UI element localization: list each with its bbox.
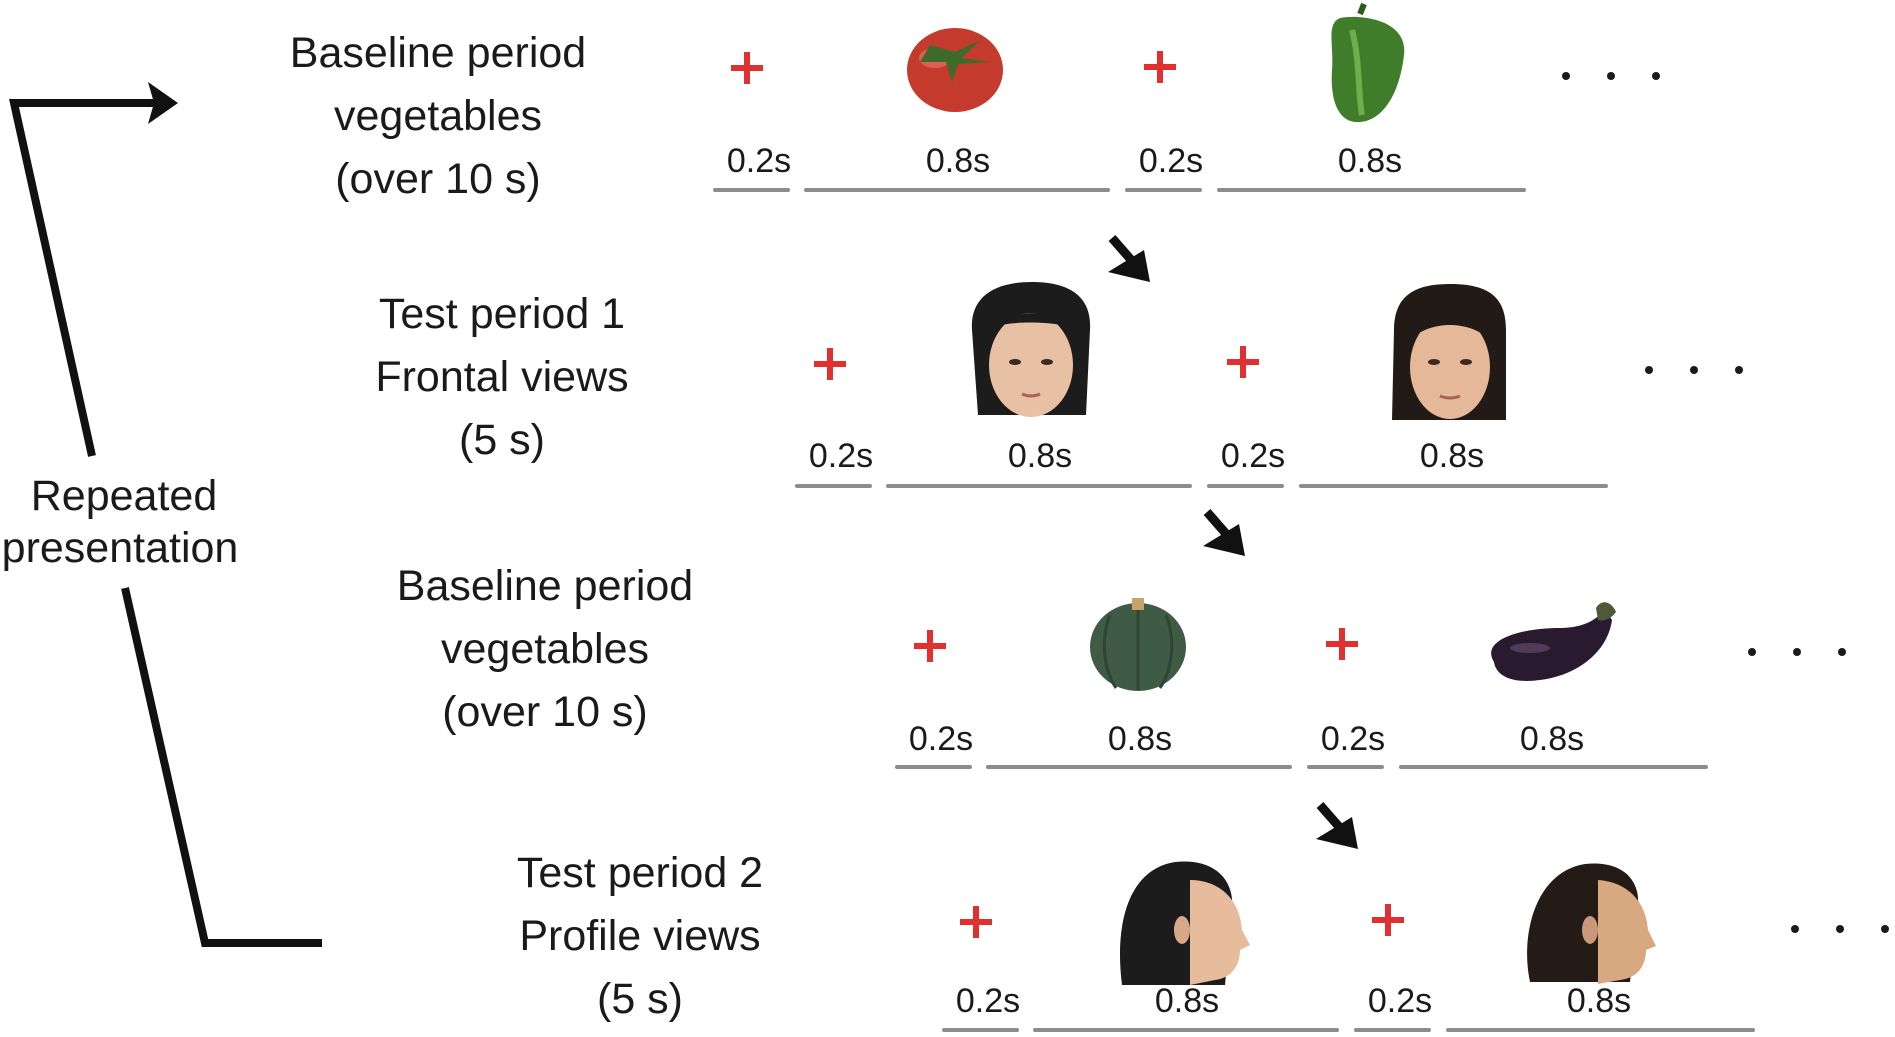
row-duration: (over 10 s) (442, 688, 648, 736)
row-title: Baseline period (290, 29, 586, 77)
row-test-2: Test period 2 Profile views (5 s) 0.2s 0… (517, 849, 1889, 1032)
row-title: Test period 2 (517, 849, 763, 897)
fixation-cross-icon (914, 630, 946, 662)
repeat-frame (9, 82, 322, 947)
stimulus-duration-label: 0.8s (1567, 982, 1631, 1020)
fixation-duration-label: 0.2s (1221, 437, 1285, 475)
pumpkin-image (1090, 598, 1186, 691)
frame-arrowhead (148, 82, 178, 124)
stimulus-duration-label: 0.8s (1108, 720, 1172, 758)
row-title: Baseline period (397, 562, 693, 610)
row-duration: (5 s) (597, 975, 683, 1023)
frame-lower-line (121, 587, 322, 947)
fixation-duration-label: 0.2s (1368, 982, 1432, 1020)
fixation-duration-label: 0.2s (727, 142, 791, 180)
stimulus-duration-label: 0.8s (1155, 982, 1219, 1020)
fixation-duration-label: 0.2s (1321, 720, 1385, 758)
fixation-duration-label: 0.2s (1139, 142, 1203, 180)
stimulus-duration-label: 0.8s (1338, 142, 1402, 180)
flow-arrow-3 (1316, 802, 1358, 849)
fixation-cross-icon (1326, 628, 1358, 660)
fixation-cross-icon (1227, 346, 1259, 378)
row-duration: (over 10 s) (335, 155, 541, 203)
face-frontal-image (1392, 284, 1506, 420)
flow-arrow-2 (1203, 509, 1245, 556)
row-duration: (5 s) (459, 416, 545, 464)
fixation-cross-icon (731, 52, 763, 84)
continuation-ellipsis (1645, 366, 1743, 374)
row-subtitle: Profile views (519, 912, 760, 960)
row-subtitle: vegetables (334, 92, 542, 140)
continuation-ellipsis (1748, 648, 1846, 656)
row-title: Test period 1 (379, 290, 625, 338)
continuation-ellipsis (1791, 925, 1889, 933)
frame-upper-line (9, 99, 160, 457)
row-baseline-2: Baseline period vegetables (over 10 s) 0… (397, 562, 1846, 769)
fixation-duration-label: 0.2s (909, 720, 973, 758)
row-test-1: Test period 1 Frontal views (5 s) 0.2s 0… (375, 282, 1743, 488)
stimulus-duration-label: 0.8s (1520, 720, 1584, 758)
row-subtitle: vegetables (441, 625, 649, 673)
stimulus-duration-label: 0.8s (1420, 437, 1484, 475)
face-profile-image (1120, 861, 1250, 985)
row-subtitle: Frontal views (375, 353, 628, 401)
side-label-line1: Repeated (31, 472, 218, 520)
row-baseline-1: Baseline period vegetables (over 10 s) 0… (290, 2, 1660, 203)
stimulus-duration-label: 0.8s (1008, 437, 1072, 475)
fixation-cross-icon (1372, 904, 1404, 936)
tomato-image (907, 28, 1003, 112)
fixation-cross-icon (1144, 51, 1176, 83)
face-profile-image (1527, 863, 1656, 984)
flow-arrow-1 (1108, 235, 1150, 282)
fixation-duration-label: 0.2s (956, 982, 1020, 1020)
eggplant-image (1491, 602, 1616, 681)
fixation-cross-icon (960, 906, 992, 938)
fixation-duration-label: 0.2s (809, 437, 873, 475)
face-frontal-image (971, 282, 1091, 417)
stimulus-duration-label: 0.8s (926, 142, 990, 180)
green-pepper-image (1331, 2, 1405, 123)
side-label-line2: presentation (2, 524, 239, 572)
continuation-ellipsis (1562, 72, 1660, 80)
fixation-cross-icon (814, 348, 846, 380)
